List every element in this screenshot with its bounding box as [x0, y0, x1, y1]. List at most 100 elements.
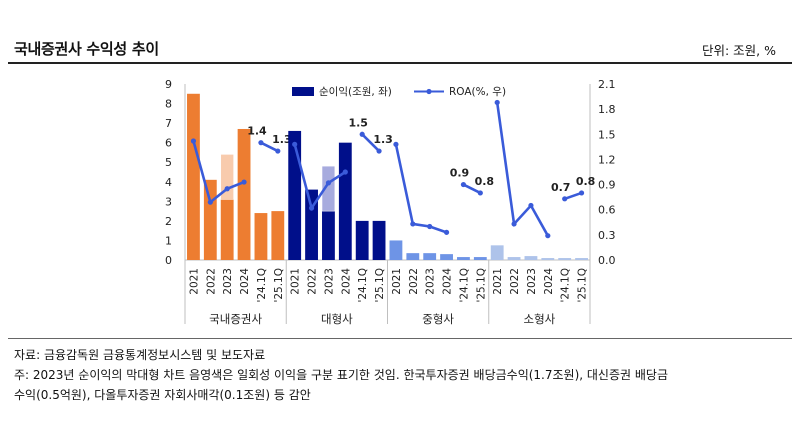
- title-rule: [8, 62, 792, 64]
- roa-point: [224, 186, 230, 192]
- net-income-bar: [305, 189, 318, 260]
- right-tick-label: 2.1: [598, 78, 616, 91]
- category-tick-label: 2021: [290, 268, 302, 295]
- net-income-bar: [288, 130, 302, 260]
- legend-bar-label: 순이익(조원, 좌): [319, 86, 392, 98]
- net-income-bar: [355, 220, 369, 260]
- roa-data-label: 1.3: [373, 133, 393, 146]
- roa-point: [511, 221, 517, 227]
- net-income-bar: [473, 257, 487, 260]
- right-tick-label: 0.6: [598, 204, 616, 217]
- net-income-bar: [187, 93, 200, 261]
- net-income-bar: [237, 128, 251, 260]
- roa-point: [342, 169, 348, 175]
- roa-data-label: 0.9: [450, 167, 470, 180]
- category-tick-label: 2022: [408, 268, 420, 295]
- left-tick-label: 0: [165, 254, 172, 267]
- net-income-roa-chart: 0 1 2 3 4 5 6 7 8 9 0.0 0.3 0.6 0.9 1.2 1.5 1.8 2.1 2021 20…: [165, 78, 616, 326]
- roa-point: [275, 148, 281, 154]
- net-income-bar: [423, 253, 437, 260]
- category-tick-label: 2023: [425, 268, 437, 295]
- footnote-line-1: 주: 2023년 순이익의 막대형 차트 음영색은 일회성 이익을 구분 표기한…: [14, 368, 668, 382]
- net-income-bar: [524, 256, 538, 260]
- roa-point: [410, 221, 416, 227]
- left-tick-label: 4: [165, 176, 172, 189]
- roa-line-annual: [293, 144, 347, 212]
- roa-point: [359, 131, 365, 137]
- roa-point: [207, 199, 213, 205]
- roa-line-annual: [495, 102, 549, 237]
- roa-line-annual: [394, 144, 447, 234]
- left-tick-label: 3: [165, 195, 172, 208]
- legend-bar-swatch: [292, 87, 314, 96]
- net-income-bar: [507, 257, 521, 260]
- legend-line-marker: [426, 88, 432, 95]
- category-tick-label: 2024: [239, 268, 251, 295]
- footer-rule: [8, 338, 792, 339]
- roa-point: [528, 202, 534, 209]
- category-tick-label: '25.1Q: [273, 268, 285, 303]
- source-note: 자료: 금융감독원 금융통계정보시스템 및 보도자료: [14, 348, 266, 362]
- roa-point: [308, 205, 315, 211]
- roa-point: [258, 140, 264, 146]
- category-tick-label: 2021: [391, 268, 403, 295]
- group-label: 중형사: [422, 312, 454, 326]
- net-income-bar: [440, 254, 453, 260]
- roa-data-label: 1.4: [247, 125, 267, 138]
- roa-line-quarterly: [564, 191, 582, 201]
- net-income-bar: [558, 258, 572, 260]
- roa-data-label: 1.3: [272, 133, 292, 146]
- left-tick-label: 7: [165, 117, 172, 130]
- net-income-bar: [575, 258, 588, 260]
- group-label: 대형사: [321, 312, 353, 326]
- roa-data-label: 0.8: [475, 175, 495, 188]
- roa-point: [494, 99, 500, 106]
- page-title: 국내증권사 수익성 추이: [14, 40, 159, 58]
- category-tick-label: 2024: [340, 268, 352, 295]
- roa-point: [460, 181, 467, 188]
- roa-point: [545, 233, 551, 239]
- net-income-bar: [322, 211, 335, 260]
- unit-label: 단위: 조원, %: [701, 43, 776, 58]
- category-tick-label: 2022: [307, 268, 319, 295]
- roa-point: [190, 138, 197, 144]
- left-tick-label: 9: [165, 78, 172, 91]
- roa-data-label: 0.8: [576, 175, 596, 188]
- category-tick-label: 2024: [442, 268, 454, 295]
- category-tick-label: 2021: [188, 268, 200, 295]
- left-tick-label: 5: [165, 156, 172, 169]
- roa-line-quarterly: [462, 183, 481, 195]
- left-tick-label: 6: [165, 137, 172, 150]
- left-tick-label: 2: [165, 215, 172, 228]
- roa-point: [325, 180, 332, 186]
- net-income-bar: [254, 213, 268, 260]
- category-tick-label: 2021: [492, 268, 504, 295]
- net-income-bar: [406, 253, 420, 260]
- right-tick-label: 1.2: [598, 153, 616, 166]
- category-tick-label: 2023: [222, 268, 234, 295]
- category-tick-label: '24.1Q: [560, 268, 572, 303]
- category-tick-label: '24.1Q: [256, 268, 268, 303]
- category-tick-label: 2024: [543, 268, 555, 295]
- category-tick-label: '25.1Q: [475, 268, 487, 303]
- net-income-bar: [490, 245, 504, 260]
- roa-point: [241, 179, 247, 185]
- roa-line-quarterly: [361, 133, 380, 152]
- category-tick-label: '24.1Q: [458, 268, 470, 303]
- net-income-bar: [220, 199, 234, 260]
- right-tick-label: 1.8: [598, 103, 616, 116]
- right-tick-label: 0.9: [598, 179, 616, 192]
- net-income-bar: [372, 220, 386, 260]
- net-income-bar: [541, 258, 555, 260]
- roa-data-label: 0.7: [551, 181, 571, 194]
- roa-line-quarterly: [260, 141, 279, 153]
- net-income-bar: [389, 240, 403, 260]
- group-label: 소형사: [524, 312, 556, 326]
- roa-point: [562, 196, 568, 202]
- net-income-bar: [271, 211, 285, 260]
- roa-point: [292, 141, 298, 147]
- category-tick-label: 2022: [509, 268, 521, 295]
- category-tick-label: '25.1Q: [577, 268, 589, 303]
- roa-point: [376, 148, 382, 154]
- net-income-bar: [203, 179, 217, 260]
